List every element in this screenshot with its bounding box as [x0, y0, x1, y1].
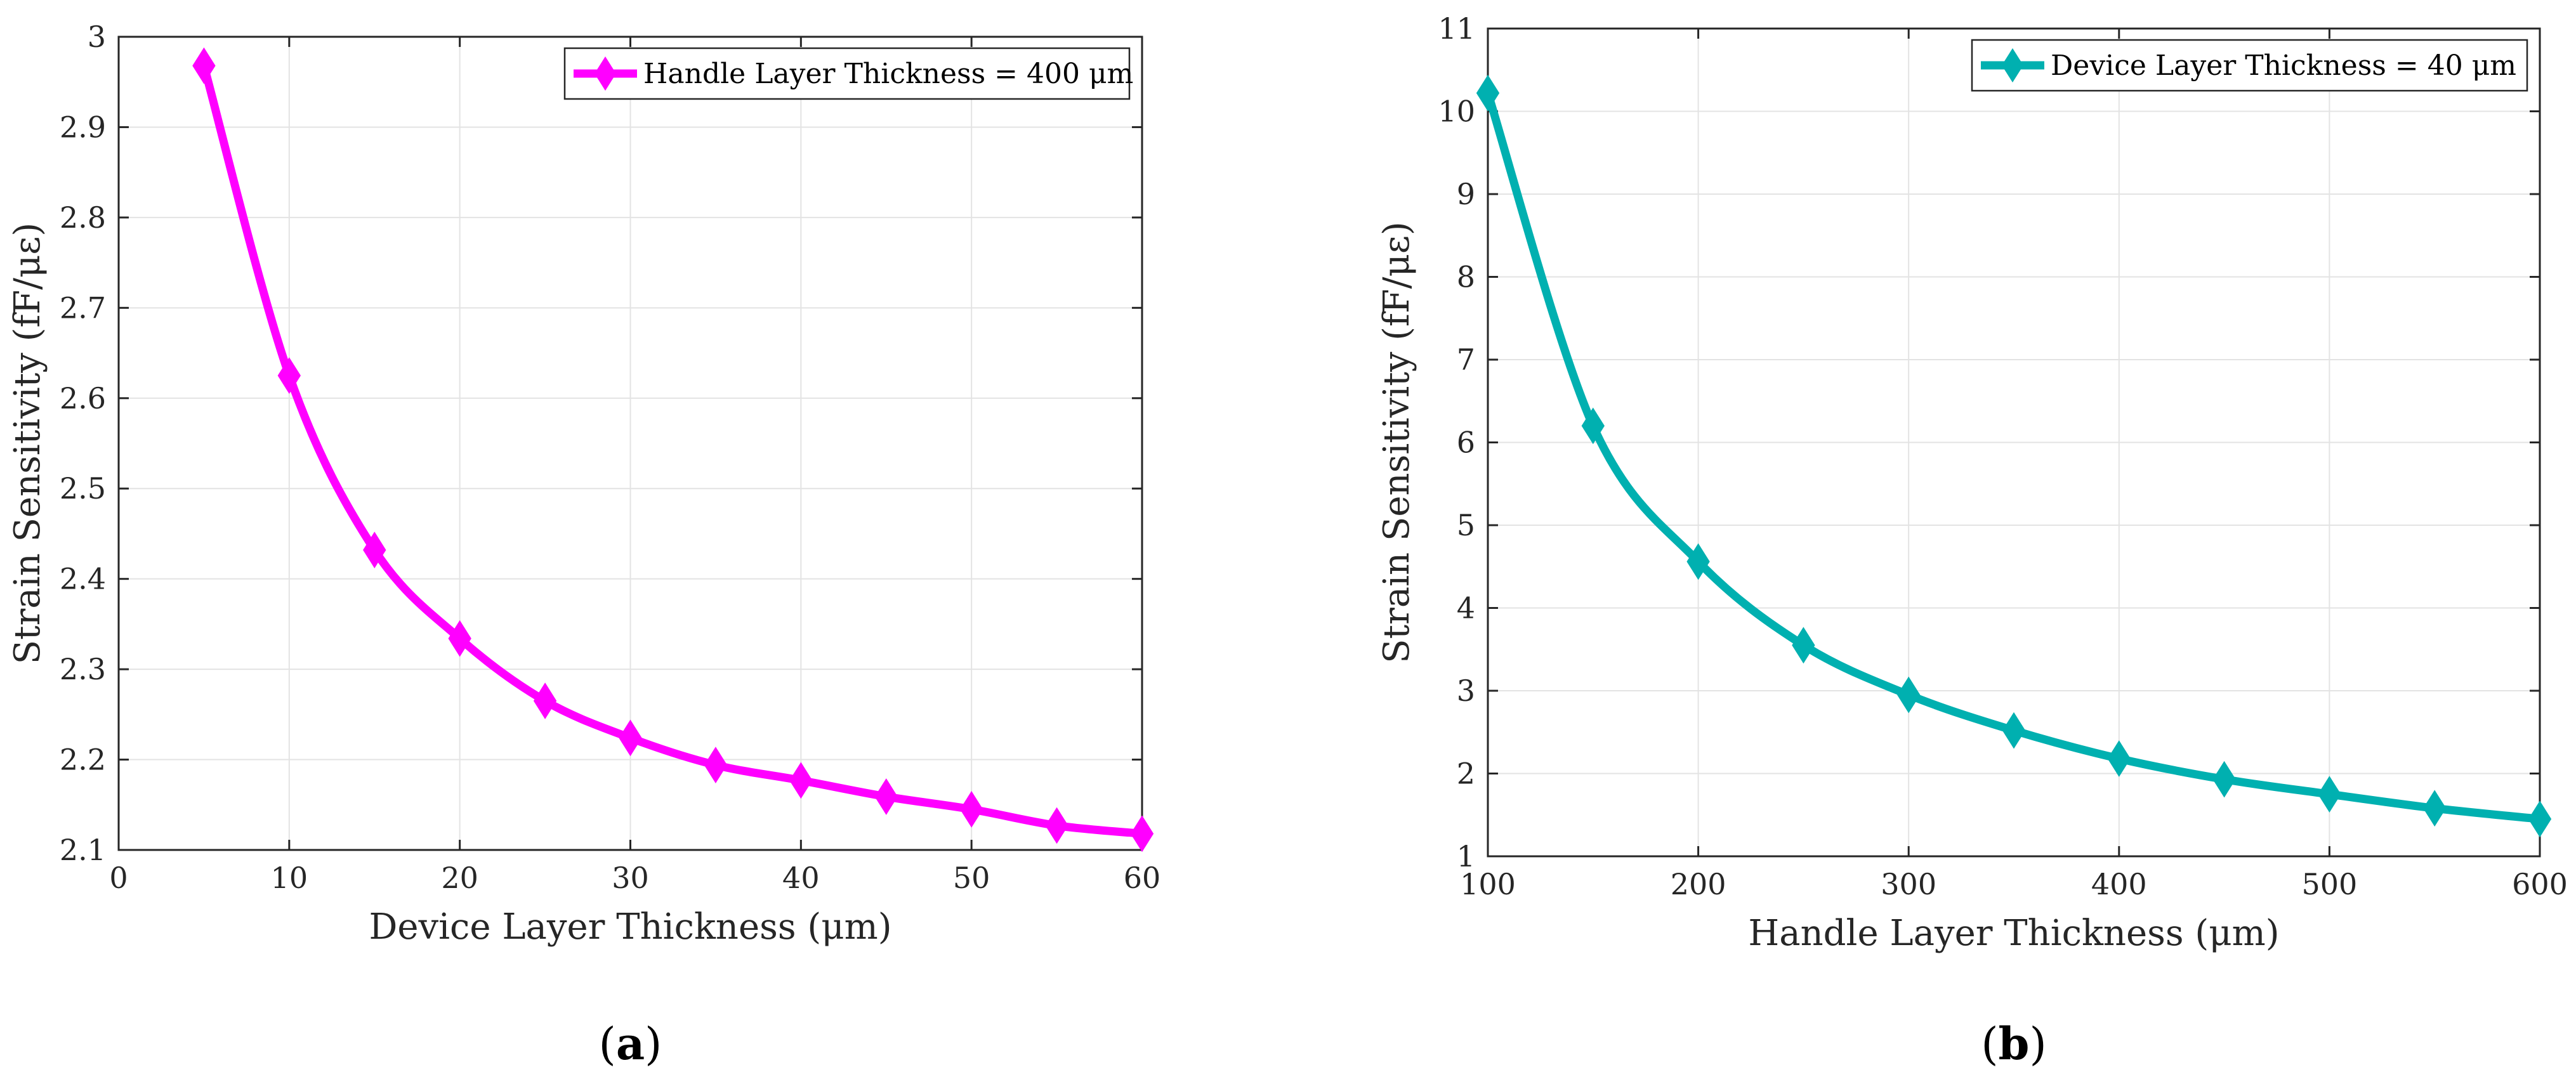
ticks-b: 100 200 300 400 500 600 1 2 3 4 5 6 7 8 9 10 11	[1438, 11, 2567, 901]
y-tick-label-b-2: 3	[1457, 674, 1475, 708]
data-point-a-10	[1045, 807, 1068, 844]
data-point-b-0	[1476, 74, 1500, 112]
y-tick-label-a-3: 2.4	[60, 562, 106, 596]
y-tick-label-a-1: 2.2	[60, 743, 106, 777]
y-tick-label-b-1: 2	[1457, 757, 1475, 791]
legend-box-a	[563, 47, 1131, 100]
y-tick-label-b-0: 1	[1457, 839, 1475, 873]
y-tick-label-b-7: 8	[1457, 260, 1475, 294]
x-tick-label-b-3: 400	[2091, 867, 2147, 901]
markers-a	[192, 47, 1154, 852]
markers-b	[1476, 74, 2552, 838]
y-axis-label-b: Strain Sensitivity (fF/με)	[1376, 221, 1417, 663]
data-point-b-7	[2212, 761, 2236, 798]
x-tick-label-b-1: 200	[1671, 867, 1726, 901]
legend-marker-b	[2002, 48, 2023, 82]
y-tick-label-a-2: 2.3	[60, 652, 106, 686]
legend-box-b	[1971, 39, 2528, 92]
panel-letter-a: a	[616, 1017, 645, 1070]
x-tick-label-b-5: 600	[2512, 867, 2568, 901]
data-point-a-3	[448, 620, 471, 657]
legend-label-b: Device Layer Thickness = 40 μm	[2051, 49, 2516, 82]
x-tick-label-b-4: 500	[2301, 867, 2357, 901]
panel-letter-b: b	[1999, 1017, 2030, 1070]
data-point-b-2	[1686, 543, 1710, 580]
y-tick-label-a-7: 2.8	[60, 200, 106, 235]
y-axis-label-a: Strain Sensitivity (fF/με)	[7, 223, 48, 664]
x-tick-label-a-0: 0	[109, 861, 128, 895]
y-tick-label-b-3: 4	[1457, 591, 1475, 625]
legend-b: Device Layer Thickness = 40 μm	[1971, 39, 2528, 92]
x-tick-label-a-4: 40	[782, 861, 820, 895]
data-point-b-4	[1897, 676, 1921, 714]
x-tick-label-a-2: 20	[441, 861, 478, 895]
x-axis-label-a: Device Layer Thickness (μm)	[369, 906, 891, 948]
y-tick-label-a-6: 2.7	[60, 291, 106, 325]
data-point-b-3	[1792, 627, 1815, 664]
data-point-b-5	[2002, 712, 2026, 749]
data-point-a-8	[874, 778, 898, 815]
y-tick-label-a-5: 2.6	[60, 381, 106, 415]
data-point-b-9	[2423, 790, 2447, 827]
data-point-b-10	[2528, 800, 2552, 838]
data-point-a-7	[789, 762, 813, 799]
data-point-a-1	[277, 357, 301, 395]
series-line-b	[1483, 89, 2544, 823]
y-tick-label-b-4: 5	[1457, 508, 1475, 542]
y-tick-label-b-6: 7	[1457, 343, 1475, 377]
data-point-a-0	[192, 47, 216, 84]
data-point-a-5	[619, 719, 642, 757]
data-point-a-6	[704, 747, 728, 783]
data-point-b-8	[2318, 776, 2341, 813]
series-line-a	[199, 62, 1147, 838]
y-tick-label-b-10: 11	[1438, 11, 1475, 46]
data-point-b-1	[1581, 407, 1605, 445]
x-tick-label-a-3: 30	[612, 861, 649, 895]
y-tick-label-a-8: 2.9	[60, 110, 106, 144]
legend-label-a: Handle Layer Thickness = 400 μm	[643, 58, 1133, 90]
y-tick-label-a-0: 2.1	[60, 833, 106, 867]
y-tick-label-b-5: 6	[1457, 426, 1475, 460]
y-tick-label-a-9: 3	[88, 20, 106, 54]
x-tick-label-b-0: 100	[1460, 867, 1516, 901]
x-tick-label-b-2: 300	[1881, 867, 1936, 901]
data-point-a-11	[1130, 815, 1154, 852]
x-tick-label-a-6: 60	[1124, 861, 1161, 895]
x-tick-label-a-1: 10	[271, 861, 308, 895]
y-tick-label-b-8: 9	[1457, 177, 1475, 211]
data-point-a-2	[363, 532, 386, 568]
x-tick-label-a-5: 50	[953, 861, 990, 895]
x-axis-label-b: Handle Layer Thickness (μm)	[1748, 913, 2279, 954]
panel-caption-a: (a)	[599, 1017, 662, 1070]
data-point-b-6	[2107, 740, 2131, 777]
data-point-a-4	[533, 682, 557, 719]
chart-panel-a: 0 10 20 30 40 50 60 2.1 2.2 2.3 2.4 2.5 2.6 2.7 2.8 2.9…	[7, 20, 1160, 1070]
panel-caption-b: (b)	[1981, 1017, 2047, 1070]
legend-marker-a	[595, 56, 616, 91]
y-tick-label-a-4: 2.5	[60, 471, 106, 506]
ticks-a: 0 10 20 30 40 50 60 2.1 2.2 2.3 2.4 2.5 2.6 2.7 2.8 2.9…	[60, 20, 1160, 895]
data-point-a-9	[959, 791, 983, 828]
chart-panel-b: 100 200 300 400 500 600 1 2 3 4 5 6 7 8 9 10 11 Handle L…	[1376, 11, 2568, 1070]
y-tick-label-b-9: 10	[1438, 95, 1475, 129]
legend-a: Handle Layer Thickness = 400 μm	[563, 47, 1133, 100]
